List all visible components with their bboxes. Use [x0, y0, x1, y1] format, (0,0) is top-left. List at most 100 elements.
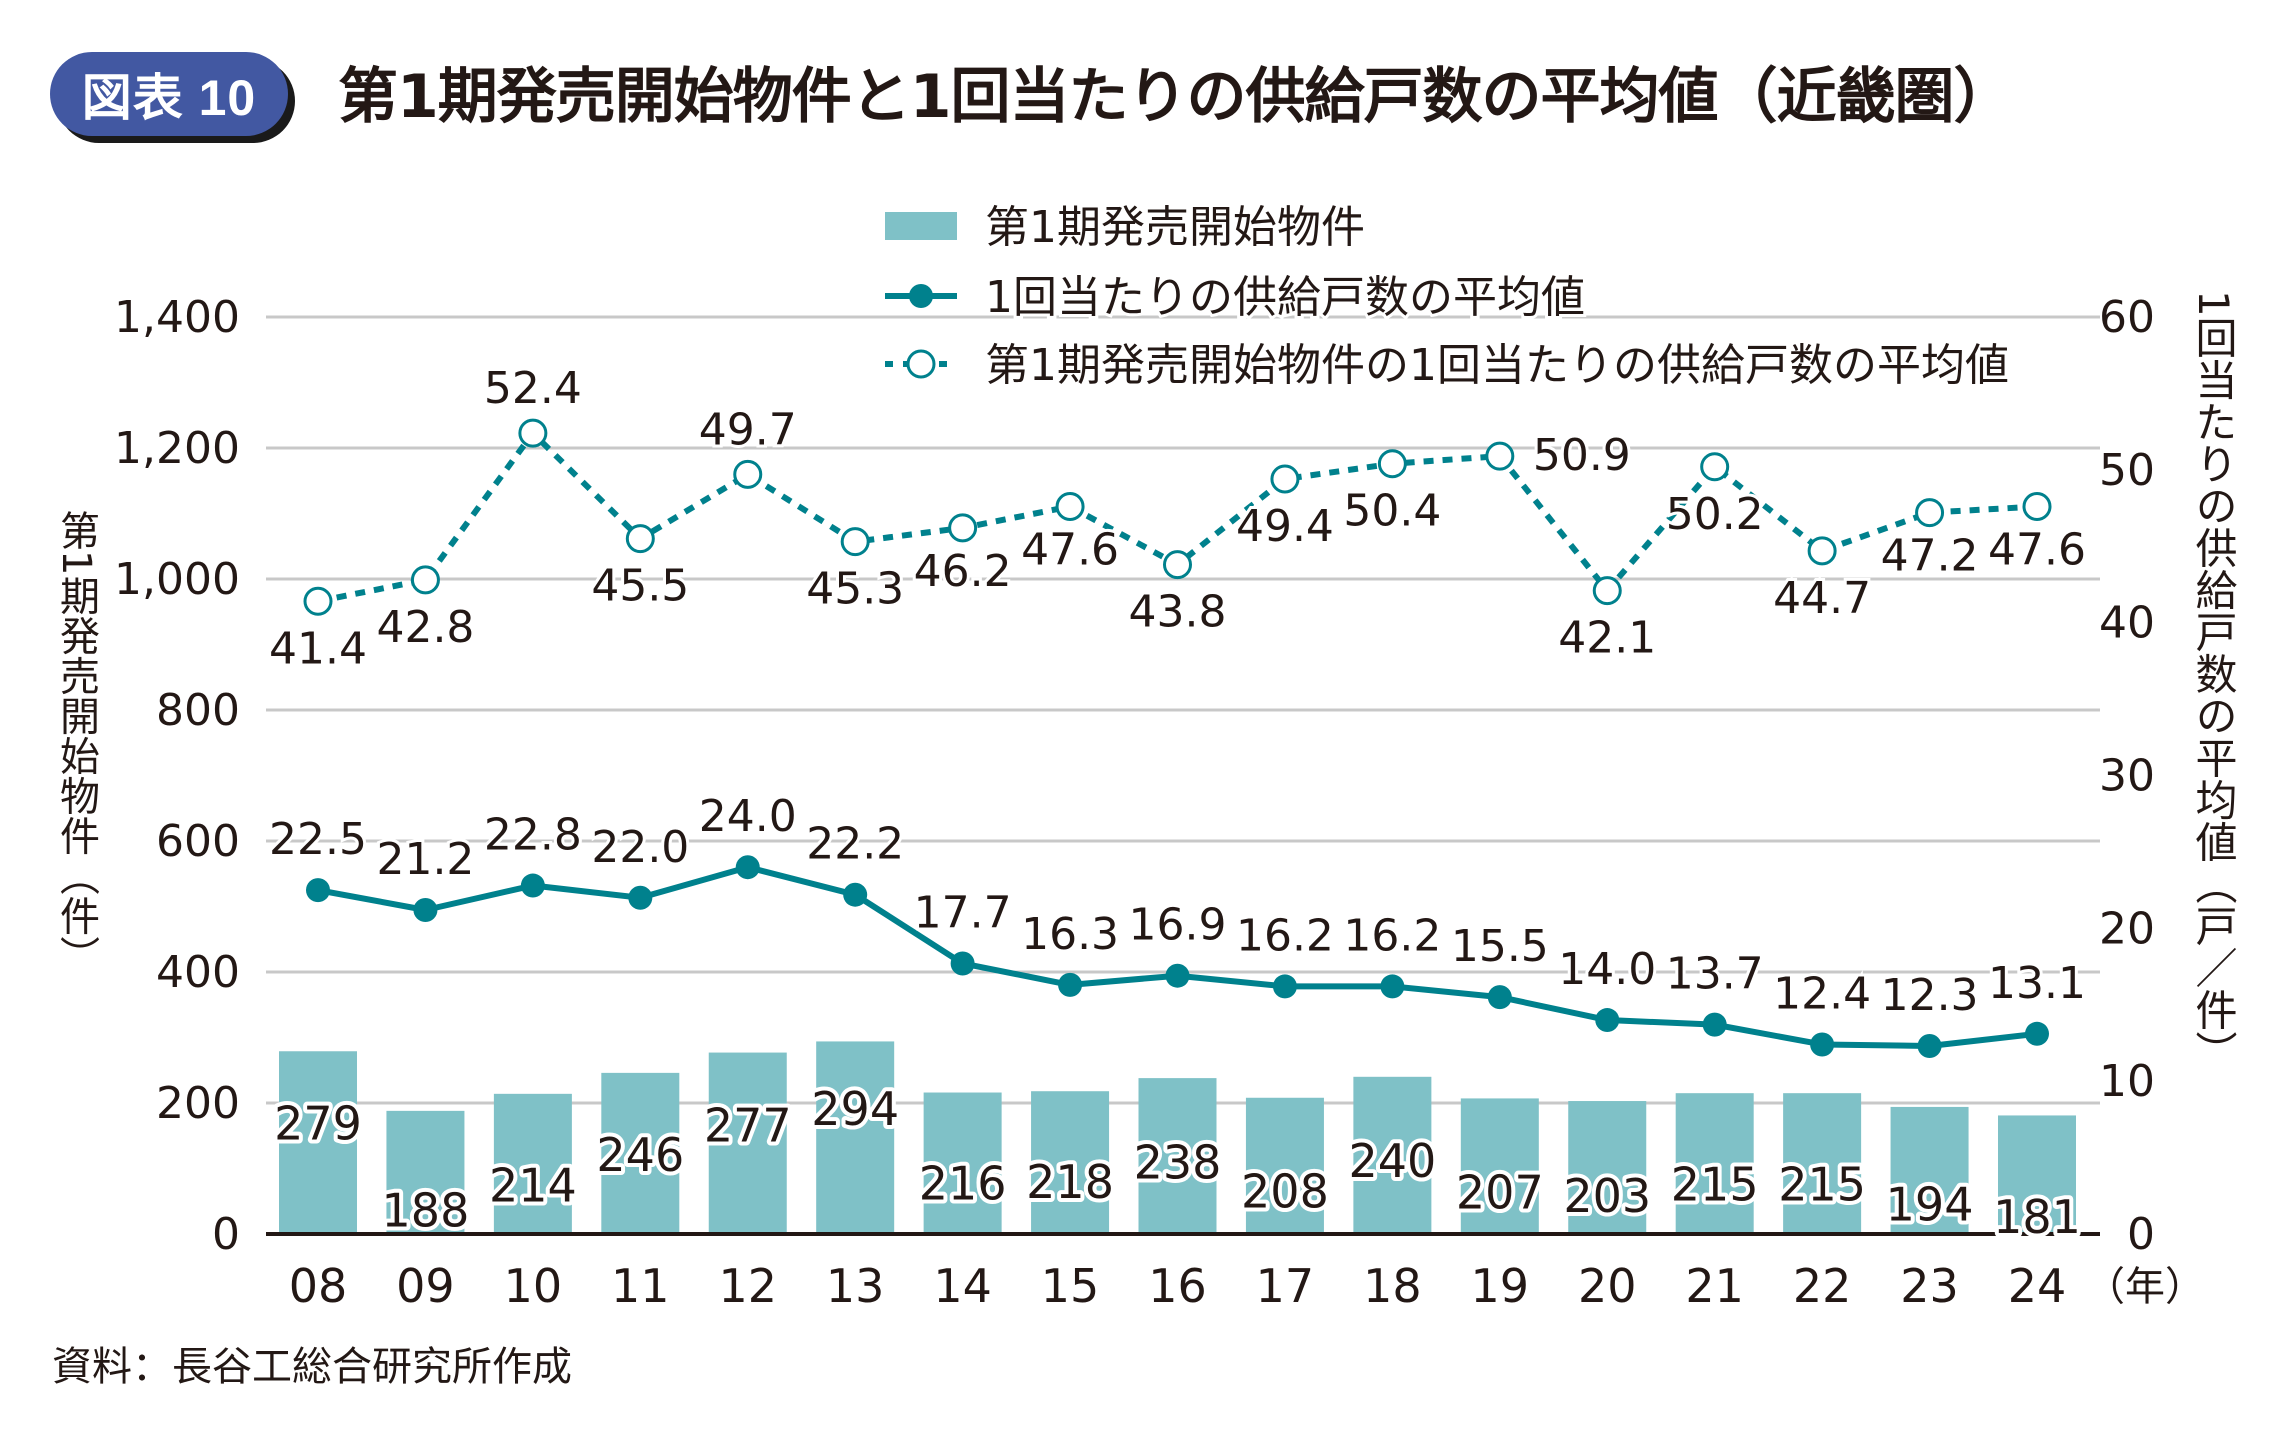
legend-label-bars: 第1期発売開始物件 — [985, 202, 1365, 253]
solid-line-point — [628, 885, 653, 910]
x-tick-label: 13 — [826, 1259, 885, 1313]
solid-line-point — [1702, 1012, 1727, 1037]
dotted-line-value-label: 42.1 — [1558, 613, 1656, 664]
bar-value-label: 215 — [1778, 1158, 1866, 1212]
solid-line-value-label: 16.2 — [1236, 910, 1334, 961]
x-tick-label: 23 — [1900, 1259, 1959, 1313]
bar — [279, 1051, 357, 1234]
dotted-line-point — [1163, 550, 1192, 580]
left-tick-label: 1,200 — [114, 423, 240, 474]
bar-value-label: 218 — [1026, 1155, 1114, 1209]
bar-value-label: 238 — [1134, 1136, 1222, 1190]
chart-title: 第1期発売開始物件と1回当たりの供給戸数の平均値（近畿圏） — [338, 62, 2013, 132]
solid-line-point — [1487, 985, 1512, 1010]
solid-line-point — [950, 951, 975, 976]
bar-value-label: 216 — [919, 1157, 1007, 1211]
left-tick-label: 1,400 — [114, 292, 240, 343]
solid-line-point — [1272, 974, 1297, 999]
x-tick-label: 20 — [1578, 1259, 1637, 1313]
solid-line-value-label: 22.0 — [591, 822, 689, 873]
legend-bar-swatch — [885, 212, 957, 240]
bar — [1568, 1101, 1647, 1234]
dotted-line-point — [948, 513, 978, 543]
bar — [708, 1052, 787, 1234]
dotted-line-value-label: 50.2 — [1666, 489, 1764, 540]
solid-line-point — [1917, 1034, 1942, 1059]
dotted-line-point — [1377, 449, 1407, 479]
solid-line-point — [1595, 1008, 1620, 1033]
dotted-line-point — [840, 527, 870, 557]
bar — [1783, 1093, 1862, 1234]
right-tick-label: 30 — [2099, 751, 2155, 802]
source-note: 資料：長谷工総合研究所作成 — [52, 1344, 572, 1390]
legend-dotted-marker — [906, 349, 936, 379]
dotted-line-point — [733, 459, 763, 489]
right-tick-label: 10 — [2099, 1056, 2155, 1107]
dotted-line-point — [518, 418, 548, 448]
x-tick-label: 12 — [718, 1259, 777, 1313]
left-tick-label: 400 — [156, 947, 240, 998]
solid-line-value-label: 12.3 — [1881, 970, 1979, 1021]
solid-line-value-label: 14.0 — [1558, 944, 1656, 995]
solid-line-value-label: 22.8 — [484, 810, 582, 861]
dotted-line-value-label: 47.6 — [1021, 525, 1119, 576]
dotted-line-point — [303, 586, 333, 616]
bar — [493, 1093, 572, 1234]
left-tick-label: 600 — [156, 816, 240, 867]
right-tick-label: 50 — [2099, 445, 2155, 496]
dotted-line-value-label: 46.2 — [914, 546, 1012, 597]
bar-value-label: 194 — [1886, 1178, 1974, 1232]
figure-badge: 図表 10 — [50, 52, 288, 136]
x-tick-label: 22 — [1793, 1259, 1852, 1313]
solid-line-value-label: 13.1 — [1988, 958, 2086, 1009]
left-tick-label: 200 — [156, 1078, 240, 1129]
solid-line-value-label: 12.4 — [1773, 968, 1871, 1019]
dotted-line-point — [2022, 492, 2052, 522]
x-tick-label: 17 — [1256, 1259, 1315, 1313]
dotted-line-value-label: 50.9 — [1533, 430, 1631, 481]
dotted-line-value-label: 44.7 — [1773, 573, 1871, 624]
dotted-line-value-label: 42.8 — [376, 602, 474, 653]
solid-line-value-label: 13.7 — [1666, 949, 1764, 1000]
right-axis-label: 1回当たりの供給戸数の平均値（戸／件） — [2189, 290, 2238, 1073]
solid-line-value-label: 16.9 — [1129, 900, 1227, 951]
x-tick-label: 14 — [933, 1259, 992, 1313]
bar-value-label: 240 — [1348, 1134, 1436, 1188]
solid-line-point — [2025, 1021, 2049, 1046]
solid-line-value-label: 17.7 — [914, 887, 1012, 938]
bar-value-label: 279 — [274, 1097, 362, 1151]
bar — [923, 1092, 1002, 1234]
solid-line-point — [735, 855, 760, 880]
solid-line-value-label: 15.5 — [1451, 921, 1549, 972]
left-axis-label: 第1期発売開始物件（件） — [53, 510, 99, 976]
dotted-line-point — [1485, 441, 1515, 471]
x-tick-label: 11 — [611, 1259, 670, 1313]
dotted-line-value-label: 50.4 — [1343, 486, 1441, 537]
bar — [1245, 1097, 1324, 1234]
bar-value-label: 215 — [1671, 1158, 1759, 1212]
right-tick-label: 60 — [2099, 292, 2155, 343]
solid-line-point — [1810, 1032, 1835, 1057]
bar — [386, 1110, 465, 1234]
solid-line-value-label: 22.2 — [806, 819, 904, 870]
solid-line-value-label: 16.3 — [1021, 909, 1119, 960]
bar — [601, 1072, 680, 1234]
solid-line-point — [1380, 974, 1405, 999]
solid-line-value-label: 16.2 — [1343, 910, 1441, 961]
bar-value-label: 207 — [1456, 1165, 1544, 1219]
solid-line-point — [1058, 972, 1083, 997]
bar — [816, 1041, 895, 1234]
solid-line-value-label: 22.5 — [269, 814, 367, 865]
dotted-line-point — [1270, 464, 1300, 494]
x-tick-label: 21 — [1685, 1259, 1744, 1313]
dotted-line-value-label: 52.4 — [484, 363, 582, 414]
solid-line-point — [306, 878, 330, 903]
dotted-line-value-label: 45.5 — [591, 561, 689, 612]
bar — [1675, 1093, 1754, 1234]
legend-solid-marker — [909, 284, 933, 308]
solid-line-value-label: 21.2 — [376, 834, 474, 885]
x-tick-label: 15 — [1041, 1259, 1100, 1313]
bar — [1031, 1091, 1110, 1234]
x-tick-label: 10 — [504, 1259, 563, 1313]
